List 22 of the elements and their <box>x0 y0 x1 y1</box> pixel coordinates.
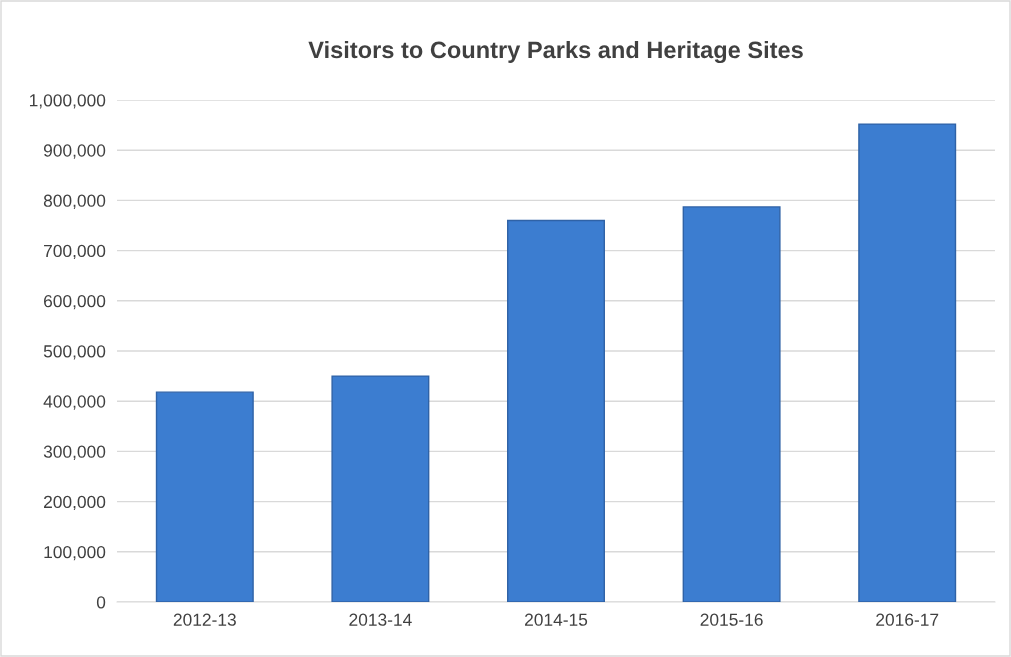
y-tick-label: 700,000 <box>44 244 106 260</box>
bar <box>155 391 254 602</box>
bar <box>507 219 605 602</box>
x-tick-label: 2013-14 <box>349 613 412 626</box>
y-tick-label: 800,000 <box>43 194 106 209</box>
bar <box>331 375 430 602</box>
y-tick-label: 500,000 <box>43 345 106 360</box>
y-tick-label: 0 <box>96 596 106 609</box>
bar <box>682 206 781 602</box>
y-tick-label: 100,000 <box>44 545 106 561</box>
x-tick-label: 2016-17 <box>876 613 939 626</box>
y-tick-label: 400,000 <box>43 395 106 410</box>
x-tick-label: 2014-15 <box>525 613 588 626</box>
y-tick-label: 900,000 <box>43 144 106 159</box>
x-tick-label: 2012-13 <box>173 613 236 626</box>
y-tick-label: 300,000 <box>43 445 106 460</box>
y-tick-label: 1,000,000 <box>29 94 106 109</box>
chart-title: Visitors to Country Parks and Heritage Sites <box>308 40 803 64</box>
bar <box>858 123 957 602</box>
x-tick-label: 2015-16 <box>700 613 763 626</box>
y-tick-label: 200,000 <box>44 495 106 511</box>
y-tick-label: 600,000 <box>44 294 106 310</box>
